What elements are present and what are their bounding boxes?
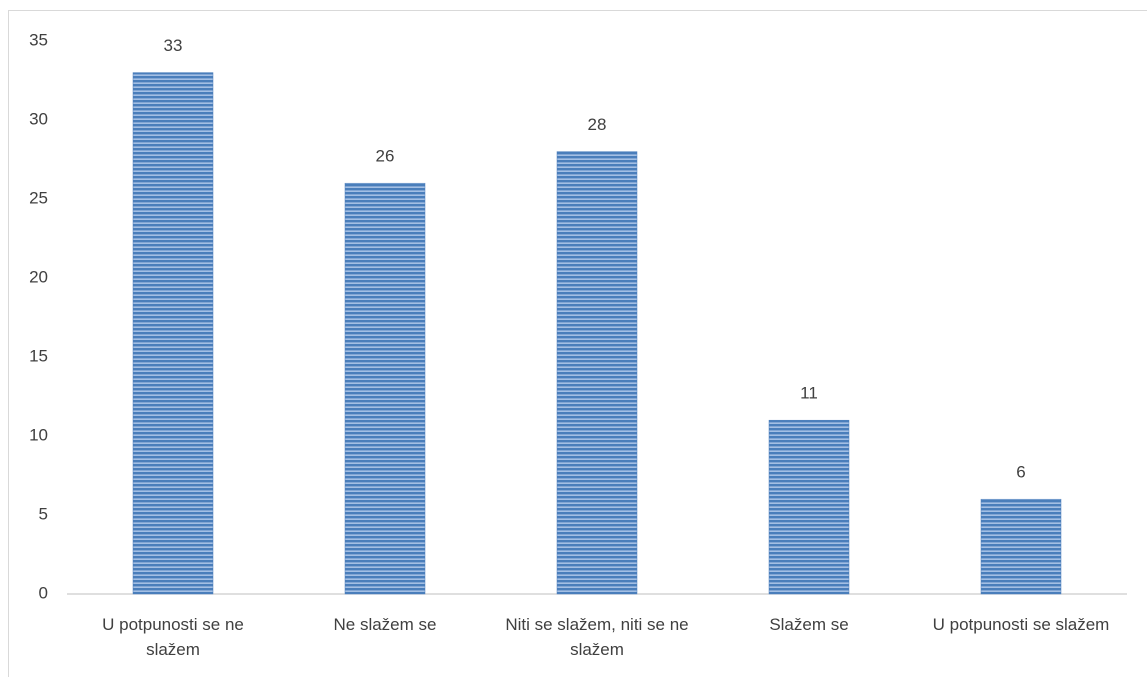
y-tick-label: 10 (29, 425, 48, 444)
bar (768, 419, 850, 595)
bar (556, 151, 638, 595)
chart-border (8, 10, 1147, 677)
bar (980, 498, 1062, 595)
bar (344, 182, 426, 595)
x-tick-label: Slažem se (769, 615, 849, 634)
y-tick-label: 25 (29, 188, 48, 207)
data-label: 28 (588, 115, 607, 134)
y-tick-label: 15 (29, 346, 48, 365)
x-tick-label: U potpunosti se slažem (932, 615, 1110, 634)
y-tick-label: 30 (29, 109, 48, 128)
y-tick-label: 35 (29, 30, 48, 49)
y-tick-label: 0 (39, 583, 48, 602)
x-tick-label: Ne slažem se (333, 615, 437, 634)
y-tick-label: 5 (39, 504, 48, 523)
y-tick-label: 20 (29, 267, 48, 286)
x-tick-label: Niti se slažem, niti se ne slažem (505, 615, 689, 659)
bar (132, 72, 214, 595)
x-tick-label: U potpunosti se ne slažem (102, 615, 244, 659)
data-label: 33 (164, 36, 183, 55)
data-label: 26 (376, 147, 395, 166)
data-label: 6 (1016, 463, 1025, 482)
data-label: 11 (800, 384, 818, 403)
